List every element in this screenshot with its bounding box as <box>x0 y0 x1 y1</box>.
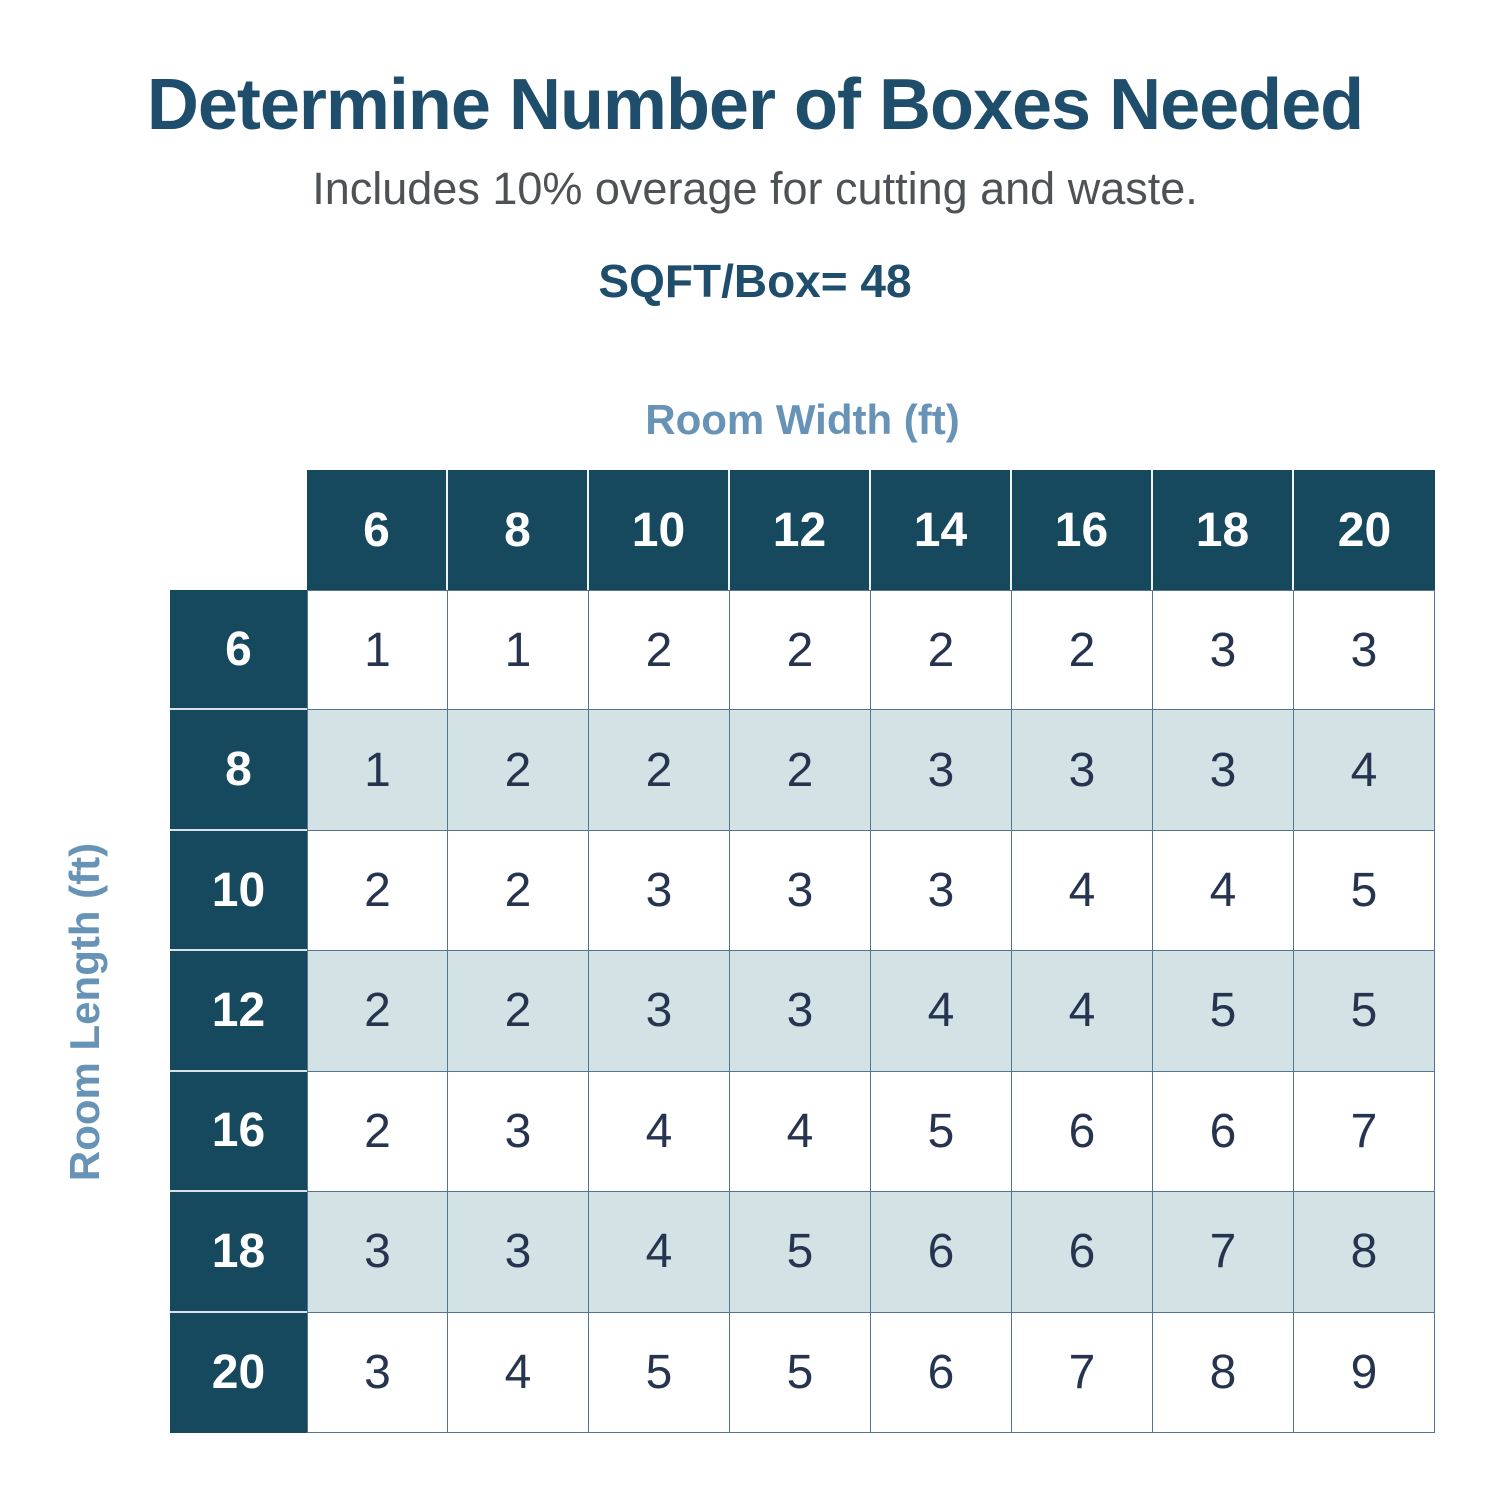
room-width-axis-label: Room Width (ft) <box>645 396 960 443</box>
row-header-length-6: 6 <box>170 590 307 711</box>
table-cell-l10-w16: 4 <box>1012 830 1153 952</box>
table-corner <box>170 470 307 590</box>
room-length-axis-wrap: Room Length (ft) <box>0 590 170 1433</box>
table-cell-l6-w6: 1 <box>307 590 448 711</box>
table-cell-l20-w20: 9 <box>1294 1312 1435 1433</box>
page-title: Determine Number of Boxes Needed <box>146 65 1364 145</box>
table-cell-l16-w20: 7 <box>1294 1071 1435 1193</box>
column-header-width-20: 20 <box>1294 470 1435 590</box>
table-cell-l6-w8: 1 <box>448 590 589 711</box>
table-cell-l12-w14: 4 <box>871 951 1012 1072</box>
table-cell-l16-w14: 5 <box>871 1071 1012 1193</box>
column-header-width-10: 10 <box>589 470 730 590</box>
row-header-length-10: 10 <box>170 830 307 952</box>
table-cell-l12-w12: 3 <box>730 951 871 1072</box>
table-cell-l8-w8: 2 <box>448 710 589 831</box>
table-cell-l12-w10: 3 <box>589 951 730 1072</box>
table-cell-l6-w18: 3 <box>1153 590 1294 711</box>
table-cell-l20-w8: 4 <box>448 1312 589 1433</box>
table-cell-l16-w8: 3 <box>448 1071 589 1193</box>
table-cell-l8-w10: 2 <box>589 710 730 831</box>
column-header-width-6: 6 <box>307 470 448 590</box>
table-cell-l8-w12: 2 <box>730 710 871 831</box>
table-cell-l16-w6: 2 <box>307 1071 448 1193</box>
table-cell-l10-w12: 3 <box>730 830 871 952</box>
table-cell-l18-w18: 7 <box>1153 1192 1294 1313</box>
table-cell-l6-w20: 3 <box>1294 590 1435 711</box>
table-cell-l16-w18: 6 <box>1153 1071 1294 1193</box>
table-cell-l16-w12: 4 <box>730 1071 871 1193</box>
table-cell-l12-w18: 5 <box>1153 951 1294 1072</box>
table-cell-l12-w6: 2 <box>307 951 448 1072</box>
sqft-per-box-label: SQFT/Box= 48 <box>598 255 912 307</box>
row-header-length-8: 8 <box>170 710 307 831</box>
table-cell-l10-w18: 4 <box>1153 830 1294 952</box>
table-cell-l10-w10: 3 <box>589 830 730 952</box>
table-cell-l18-w20: 8 <box>1294 1192 1435 1313</box>
table-cell-l8-w6: 1 <box>307 710 448 831</box>
table-cell-l8-w20: 4 <box>1294 710 1435 831</box>
page-subtitle: Includes 10% overage for cutting and was… <box>312 163 1198 214</box>
table-cell-l12-w16: 4 <box>1012 951 1153 1072</box>
row-header-length-12: 12 <box>170 951 307 1072</box>
table-cell-l20-w16: 7 <box>1012 1312 1153 1433</box>
table-cell-l8-w14: 3 <box>871 710 1012 831</box>
table-cell-l18-w16: 6 <box>1012 1192 1153 1313</box>
table-cell-l20-w10: 5 <box>589 1312 730 1433</box>
row-header-length-18: 18 <box>170 1192 307 1313</box>
table-cell-l12-w20: 5 <box>1294 951 1435 1072</box>
boxes-needed-table: 6 8 10 12 14 16 18 20 6 1 1 2 2 2 2 3 3 8 1 2 2 2 3 3 3 4 10 2 2 3 3 3 4… <box>170 470 1435 1433</box>
table-cell-l12-w8: 2 <box>448 951 589 1072</box>
table-cell-l16-w10: 4 <box>589 1071 730 1193</box>
table-cell-l18-w12: 5 <box>730 1192 871 1313</box>
table-cell-l10-w20: 5 <box>1294 830 1435 952</box>
table-cell-l8-w18: 3 <box>1153 710 1294 831</box>
table-cell-l10-w14: 3 <box>871 830 1012 952</box>
table-cell-l10-w6: 2 <box>307 830 448 952</box>
table-cell-l10-w8: 2 <box>448 830 589 952</box>
table-cell-l18-w14: 6 <box>871 1192 1012 1313</box>
column-header-width-18: 18 <box>1153 470 1294 590</box>
table-cell-l20-w18: 8 <box>1153 1312 1294 1433</box>
table-cell-l8-w16: 3 <box>1012 710 1153 831</box>
table-cell-l6-w10: 2 <box>589 590 730 711</box>
table-cell-l16-w16: 6 <box>1012 1071 1153 1193</box>
table-cell-l20-w14: 6 <box>871 1312 1012 1433</box>
table-cell-l20-w6: 3 <box>307 1312 448 1433</box>
table-cell-l6-w14: 2 <box>871 590 1012 711</box>
column-header-width-12: 12 <box>730 470 871 590</box>
row-header-length-16: 16 <box>170 1071 307 1193</box>
column-header-width-16: 16 <box>1012 470 1153 590</box>
column-header-width-8: 8 <box>448 470 589 590</box>
table-cell-l18-w6: 3 <box>307 1192 448 1313</box>
table-cell-l20-w12: 5 <box>730 1312 871 1433</box>
table-cell-l6-w16: 2 <box>1012 590 1153 711</box>
row-header-length-20: 20 <box>170 1312 307 1433</box>
column-header-width-14: 14 <box>871 470 1012 590</box>
table-cell-l18-w10: 4 <box>589 1192 730 1313</box>
table-cell-l6-w12: 2 <box>730 590 871 711</box>
room-length-axis-label: Room Length (ft) <box>61 842 108 1181</box>
table-cell-l18-w8: 3 <box>448 1192 589 1313</box>
